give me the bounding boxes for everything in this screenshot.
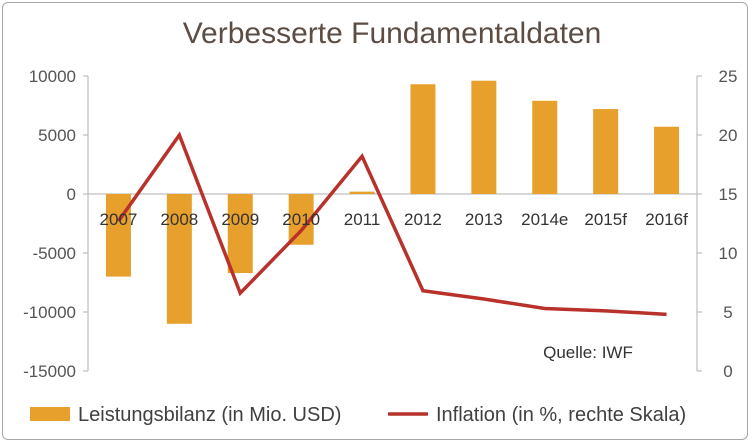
bar-series (105, 80, 680, 324)
category-label-2013: 2013 (465, 210, 503, 229)
left-axis-tick-label: 5000 (38, 126, 76, 145)
right-axis-tick-label: 20 (719, 126, 738, 145)
left-axis-tick-label: 0 (67, 185, 76, 204)
legend-label-leistungsbilanz: Leistungsbilanz (in Mio. USD) (78, 404, 341, 426)
legend: Leistungsbilanz (in Mio. USD) Inflation … (30, 404, 686, 426)
left-axis-tick-label: -15000 (23, 362, 76, 381)
category-label-2010: 2010 (282, 210, 320, 229)
chart-title: Verbesserte Fundamentaldaten (183, 17, 602, 50)
right-axis-tick-label: 0 (723, 362, 732, 381)
left-axis-tick-label: -10000 (23, 303, 76, 322)
inflation-line (117, 131, 667, 317)
category-labels: 2007 2008 2009 2010 2011 2012 2013 2014e 2015f 20… (100, 210, 689, 229)
bar-2013 (471, 80, 497, 194)
legend-label-inflation: Inflation (in %, rechte Skala) (436, 404, 686, 426)
category-label-2009: 2009 (221, 210, 259, 229)
bar-2015f (593, 109, 619, 194)
inflation-line-series (117, 131, 667, 317)
left-axis-tick-labels: 10000 5000 0 -5000 -10000 -15000 (23, 67, 76, 381)
category-label-2016f: 2016f (645, 210, 688, 229)
right-axis-tick-label: 15 (719, 185, 738, 204)
category-label-2008: 2008 (160, 210, 198, 229)
right-axis-tick-label: 10 (719, 244, 738, 263)
category-label-2007: 2007 (100, 210, 138, 229)
bar-2008 (166, 194, 192, 324)
bar-2012 (410, 84, 436, 194)
bar-2016f (654, 126, 680, 194)
legend-swatch-leistungsbilanz (30, 407, 70, 421)
left-axis-tick-label: -5000 (33, 244, 76, 263)
category-label-2014e: 2014e (521, 210, 568, 229)
left-axis-tick-label: 10000 (29, 67, 76, 86)
bar-2009 (227, 194, 253, 274)
right-axis-tick-label: 5 (723, 303, 732, 322)
right-axis-tick-labels: 25 20 15 10 5 0 (719, 67, 738, 381)
bar-2014e (532, 100, 558, 194)
source-annotation: Quelle: IWF (543, 343, 633, 362)
right-axis-tick-label: 25 (719, 67, 738, 86)
bar-2011 (349, 191, 375, 194)
category-label-2011: 2011 (344, 210, 381, 229)
category-label-2012: 2012 (404, 210, 442, 229)
category-label-2015f: 2015f (584, 210, 627, 229)
